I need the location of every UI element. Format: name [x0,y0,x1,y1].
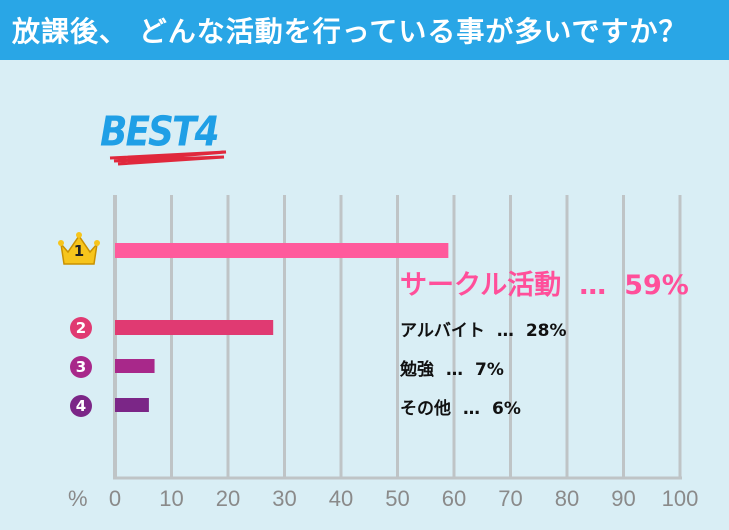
x-tick-label: 20 [215,486,241,511]
rank-3-number: 3 [75,358,87,376]
value-label: 6 [492,399,504,419]
x-tick-label: 70 [498,486,523,511]
x-tick-label: 0 [108,486,122,511]
ellipsis: … [446,360,463,380]
value-label: 7 [475,360,487,380]
ellipsis: … [496,321,514,341]
bar-label-1: サークル活動 … 59% [400,263,689,302]
bar-1 [115,243,449,258]
ellipsis: … [463,399,480,419]
bar-4 [115,398,149,412]
header-bar: 放課後、 どんな活動を行っている事が多いですか？ [0,0,729,60]
ellipsis: … [579,270,607,301]
x-tick-label: 100 [661,486,699,511]
best4-badge: BEST4 [100,108,220,157]
x-tick-label: 40 [328,486,354,511]
category-label: アルバイト [400,321,485,341]
best4-underline [109,150,227,166]
x-tick-label: 60 [441,486,467,511]
bar-label-3: 勉強 … 7% [400,355,504,380]
category-label: その他 [400,399,451,419]
bar-label-2: アルバイト … 28% [400,316,567,341]
rank-1-number: 1 [73,242,85,260]
value-label: 59 [624,270,662,301]
rank-4-badge: 4 [70,395,92,417]
crown-icon [58,232,100,265]
x-tick-label: 30 [272,486,297,511]
x-tick-label: 50 [385,486,410,511]
rank-1-badge: 1 [68,240,90,262]
value-suffix: % [661,270,689,301]
rank-2-badge: 2 [70,317,92,339]
rank-4-number: 4 [75,397,87,415]
x-axis-unit: % [68,486,88,511]
x-tick-label: 90 [611,486,636,511]
x-tick-label: 80 [554,486,580,511]
x-tick-label: 10 [159,486,184,511]
value-suffix: % [486,360,504,380]
bar-2 [115,320,274,335]
rank-3-badge: 3 [70,356,92,378]
rank-2-number: 2 [75,319,87,337]
value-suffix: % [503,399,521,419]
value-suffix: % [549,321,567,341]
value-label: 28 [525,321,550,341]
bar-label-4: その他 … 6% [400,394,521,419]
page-title: 放課後、 どんな活動を行っている事が多いですか？ [12,15,688,48]
category-label: サークル活動 [400,270,562,301]
bar-3 [115,359,155,373]
category-label: 勉強 [400,360,434,380]
